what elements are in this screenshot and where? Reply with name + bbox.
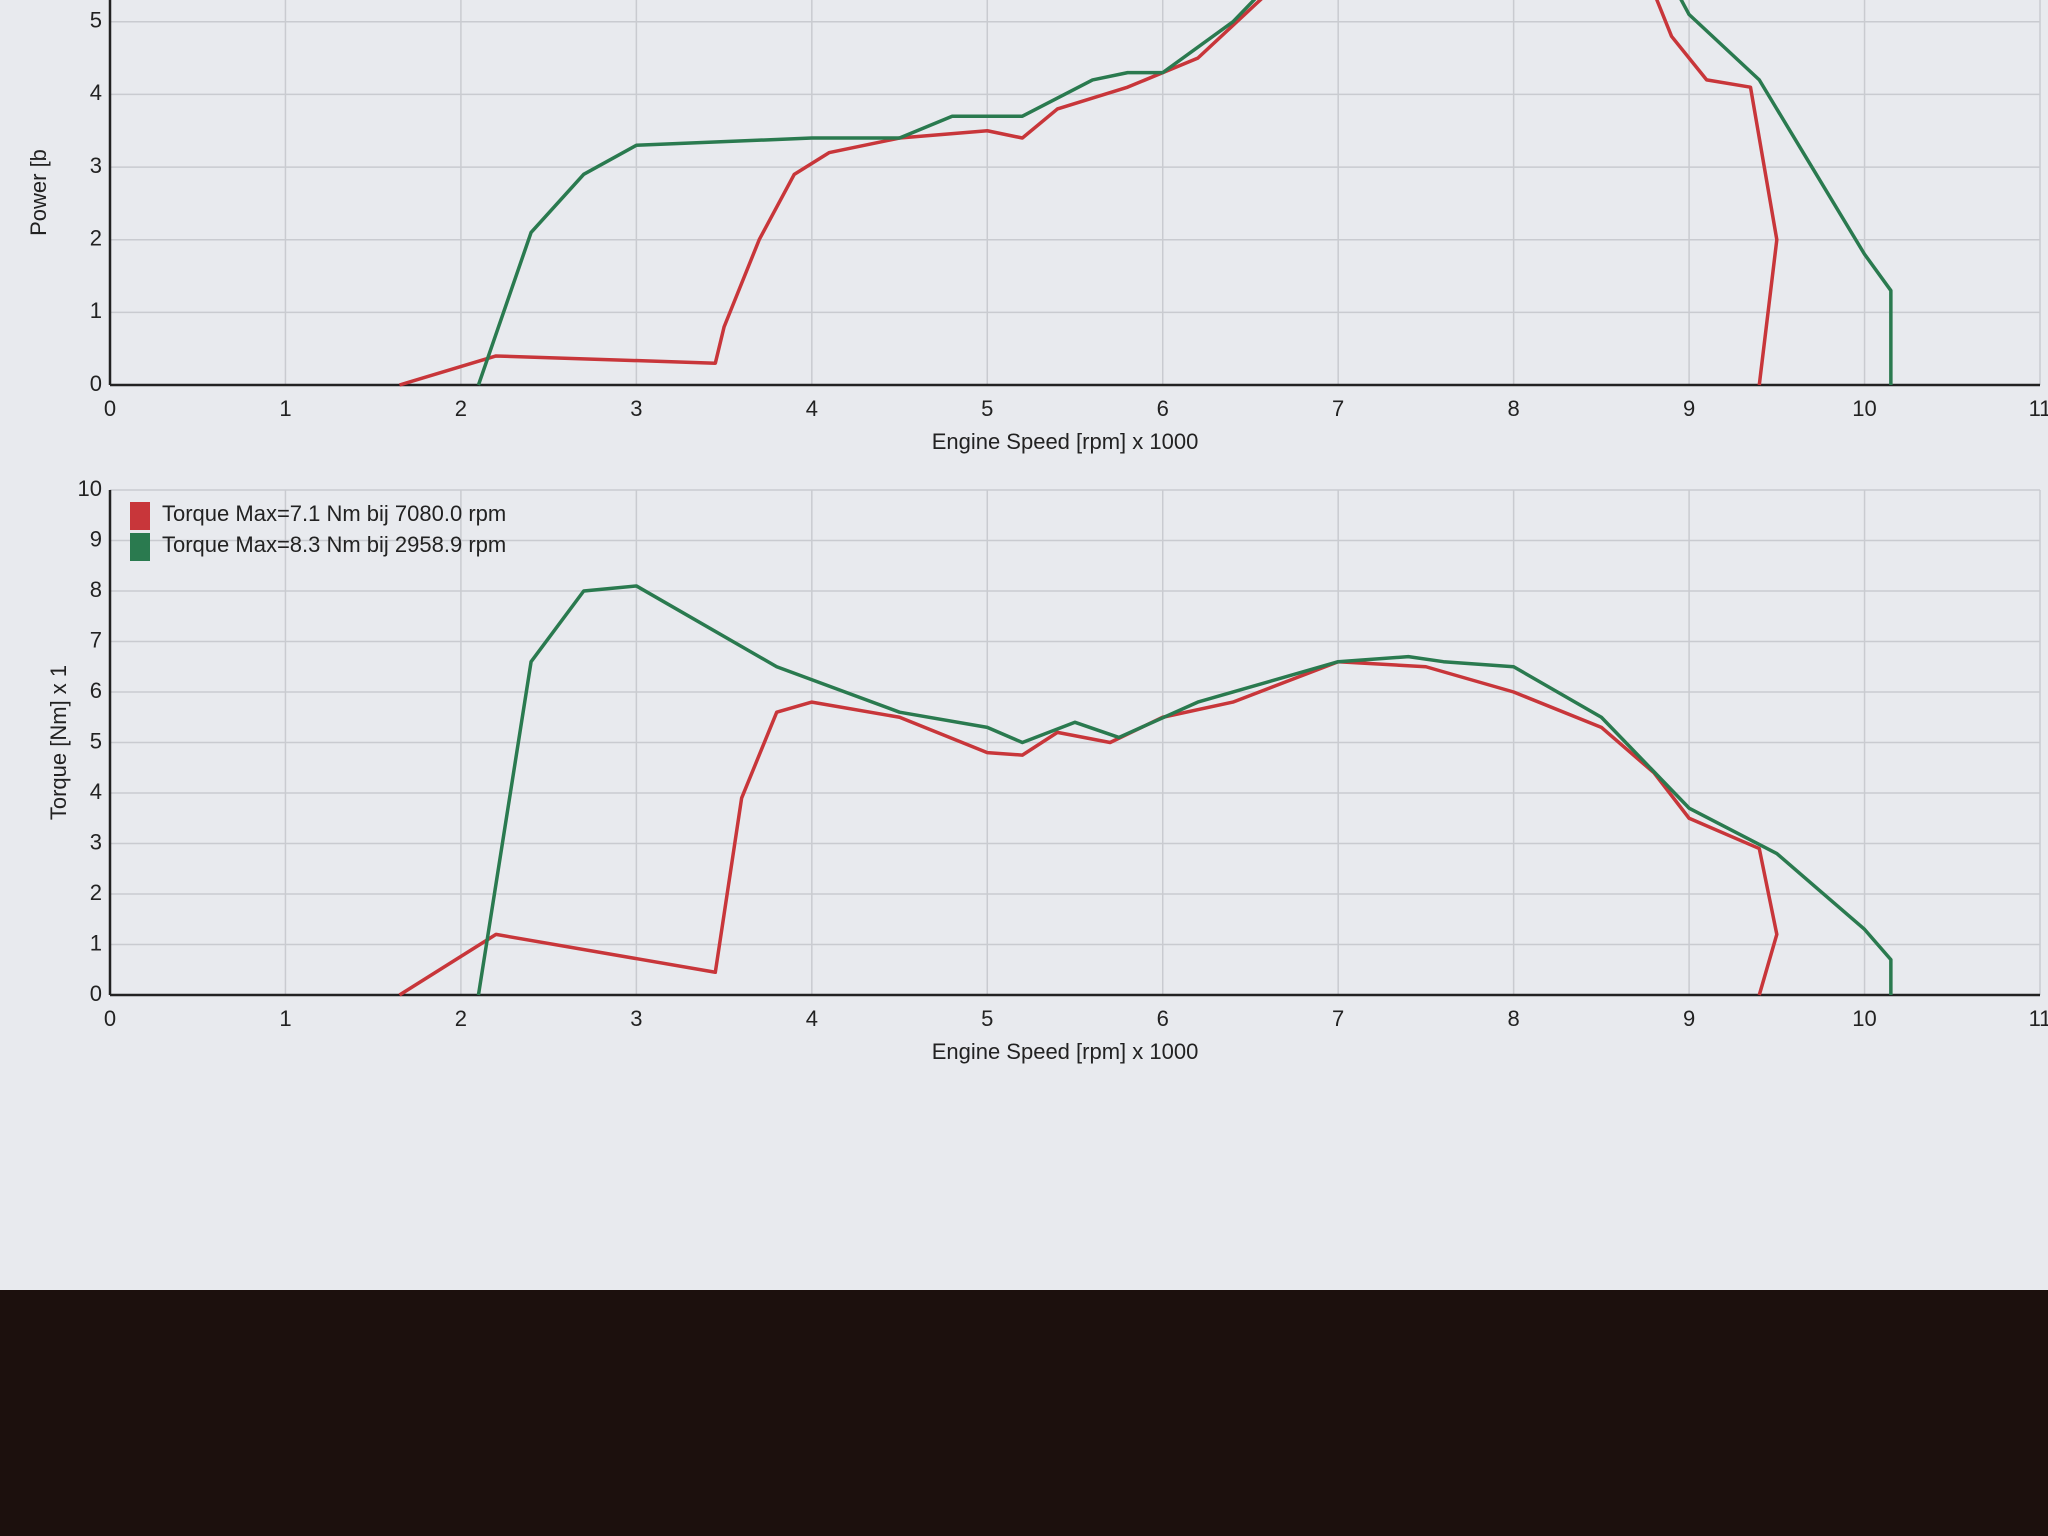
x-tick-label: 2 — [455, 1006, 467, 1031]
x-tick-label: 9 — [1683, 396, 1695, 421]
plot-lines — [398, 0, 1893, 387]
x-tick-label: 6 — [1157, 1006, 1169, 1031]
y-tick-label: 2 — [90, 880, 102, 905]
data-line — [398, 0, 1779, 387]
legend-swatch — [130, 502, 150, 530]
x-tick-label: 4 — [806, 1006, 818, 1031]
x-tick-label: 7 — [1332, 396, 1344, 421]
y-tick-label: 3 — [90, 829, 102, 854]
x-tick-label: 5 — [981, 1006, 993, 1031]
x-tick-label: 8 — [1508, 396, 1520, 421]
x-tick-label: 1 — [279, 396, 291, 421]
x-tick-label: 0 — [104, 1006, 116, 1031]
x-tick-label: 5 — [981, 396, 993, 421]
y-tick-label: 2 — [90, 226, 102, 251]
y-axis-title: Torque [Nm] x 1 — [46, 665, 71, 820]
y-axis-title: Power [b — [26, 149, 51, 236]
y-tick-label: 0 — [90, 981, 102, 1006]
x-axis-title: Engine Speed [rpm] x 1000 — [932, 1039, 1199, 1064]
x-tick-label: 8 — [1508, 1006, 1520, 1031]
y-tick-label: 7 — [90, 627, 102, 652]
x-tick-label: 10 — [1852, 1006, 1876, 1031]
y-tick-label: 5 — [90, 8, 102, 33]
x-tick-label: 0 — [104, 396, 116, 421]
x-axis-title: Engine Speed [rpm] x 1000 — [932, 429, 1199, 454]
paper — [0, 0, 2048, 1290]
y-tick-label: 1 — [90, 298, 102, 323]
x-tick-label: 3 — [630, 396, 642, 421]
legend-label: Torque Max=7.1 Nm bij 7080.0 rpm — [162, 501, 506, 526]
legend-swatch — [130, 533, 150, 561]
y-tick-label: 9 — [90, 526, 102, 551]
x-tick-label: 3 — [630, 1006, 642, 1031]
x-tick-label: 9 — [1683, 1006, 1695, 1031]
x-tick-label: 6 — [1157, 396, 1169, 421]
y-tick-label: 10 — [78, 476, 102, 501]
x-tick-label: 1 — [279, 1006, 291, 1031]
y-tick-label: 5 — [90, 728, 102, 753]
data-line — [476, 584, 1893, 996]
x-tick-label: 2 — [455, 396, 467, 421]
y-tick-label: 8 — [90, 577, 102, 602]
x-tick-label: 4 — [806, 396, 818, 421]
x-tick-label: 10 — [1852, 396, 1876, 421]
y-tick-label: 0 — [90, 371, 102, 396]
data-line — [476, 0, 1893, 386]
x-tick-label: 11 — [2029, 1006, 2048, 1031]
x-tick-label: 7 — [1332, 1006, 1344, 1031]
y-tick-label: 1 — [90, 930, 102, 955]
data-line — [398, 659, 1779, 997]
y-tick-label: 3 — [90, 153, 102, 178]
y-tick-label: 4 — [90, 779, 102, 804]
legend-label: Torque Max=8.3 Nm bij 2958.9 rpm — [162, 532, 506, 557]
y-tick-label: 4 — [90, 80, 102, 105]
y-tick-label: 6 — [90, 678, 102, 703]
plot-lines — [398, 584, 1893, 997]
x-tick-label: 11 — [2029, 396, 2048, 421]
